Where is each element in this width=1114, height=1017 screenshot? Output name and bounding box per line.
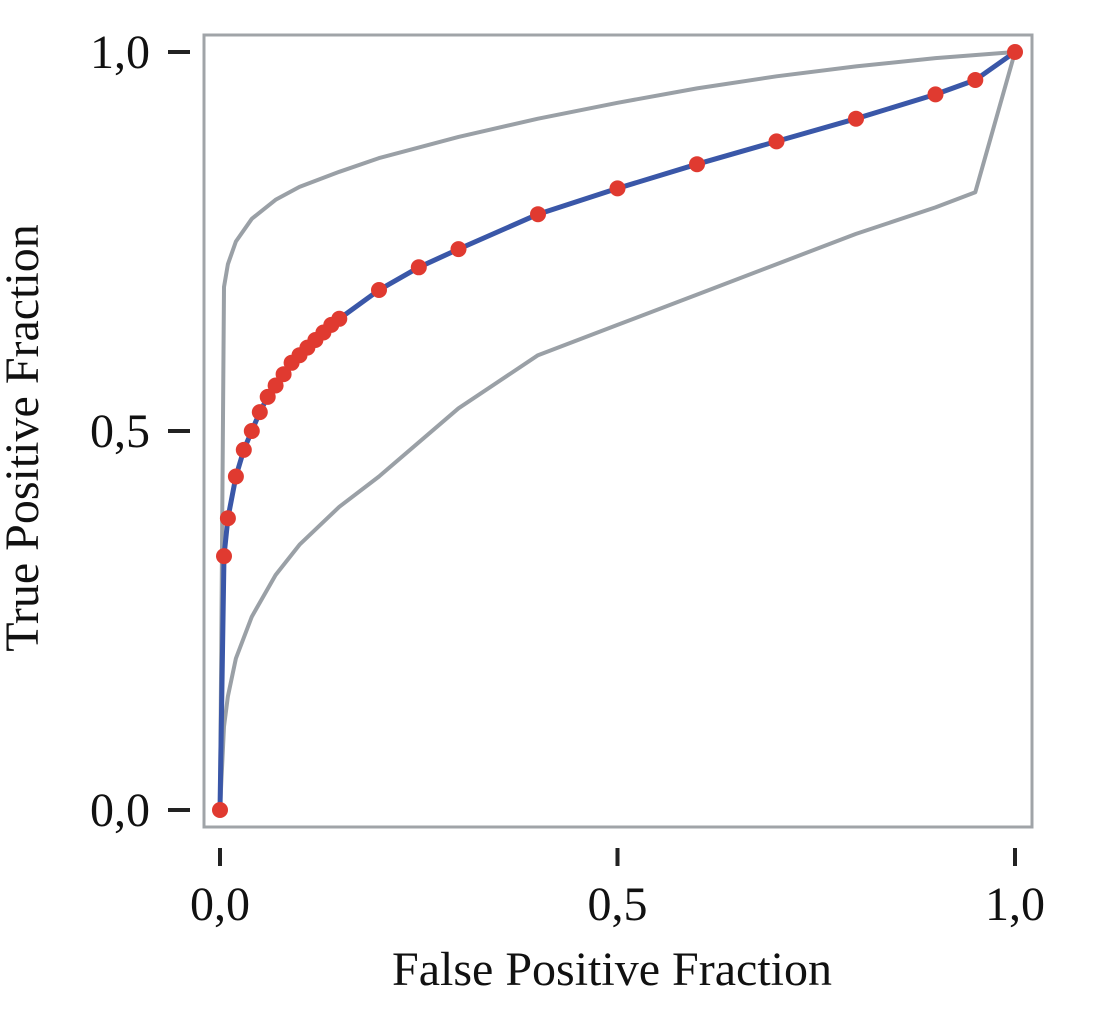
roc-point (251, 404, 268, 421)
roc-points (212, 44, 1023, 818)
y-tick-label: 0,5 (90, 405, 150, 458)
roc-point (371, 282, 387, 298)
x-tick-label: 0,0 (190, 878, 250, 931)
x-tick-label: 0,5 (588, 878, 648, 931)
roc-point (331, 310, 348, 327)
roc-point (267, 377, 284, 394)
roc-point (275, 366, 292, 383)
roc-point (212, 802, 228, 818)
upper-bound-line (218, 50, 1016, 811)
roc-point (848, 110, 864, 127)
x-axis-ticks: 0,0 0,5 1,0 (190, 848, 1045, 931)
roc-point (530, 206, 546, 223)
confidence-bounds (218, 50, 1017, 811)
y-tick-label: 1,0 (90, 26, 150, 79)
roc-point (967, 72, 984, 88)
roc-curve-group (217, 49, 1017, 811)
plot-frame (202, 33, 1034, 829)
roc-point (689, 156, 705, 173)
roc-point (609, 180, 626, 197)
lower-bound-line (218, 51, 1017, 811)
y-axis-label: True Positive Fraction (0, 224, 49, 652)
x-tick-label: 1,0 (985, 878, 1045, 931)
x-axis-label: False Positive Fraction (392, 943, 832, 996)
roc-point (219, 510, 236, 527)
roc-point (768, 133, 785, 150)
roc-curve-line (217, 49, 1017, 811)
y-tick-label: 0,0 (90, 784, 150, 837)
roc-point (927, 86, 944, 103)
roc-point (1007, 44, 1023, 60)
roc-point (259, 388, 276, 405)
roc-point (227, 468, 244, 485)
y-axis-ticks: 0,0 0,5 1,0 (90, 26, 190, 837)
roc-point (450, 241, 467, 258)
roc-point (243, 423, 260, 439)
roc-point (216, 548, 232, 565)
roc-point (410, 259, 427, 276)
roc-point (235, 441, 252, 458)
